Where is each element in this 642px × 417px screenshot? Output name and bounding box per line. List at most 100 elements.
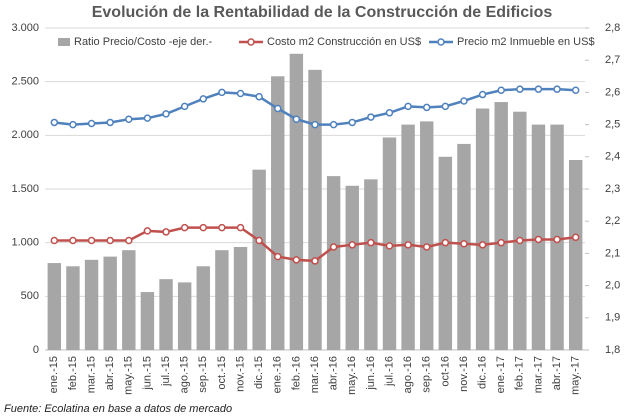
marker: [292, 256, 301, 264]
y-tick-label: 2.000: [11, 129, 39, 141]
bar: [215, 250, 229, 350]
bar: [66, 266, 80, 350]
marker: [69, 120, 77, 129]
bar: [289, 53, 304, 350]
marker: [348, 241, 356, 249]
x-tick-label: dic.-15: [253, 356, 265, 389]
x-tick-label: ene.-16: [272, 356, 284, 393]
y-tick-label: 3.000: [11, 22, 39, 34]
legend-label: Ratio Precio/Costo -eje der.-: [74, 36, 213, 48]
y-tick-label: 1.000: [11, 237, 39, 249]
x-tick-label: ene.-15: [48, 356, 60, 393]
x-tick-label: dic.-16: [476, 356, 488, 389]
bar: [84, 259, 99, 350]
marker: [516, 85, 524, 93]
x-tick-label: abr.-17: [551, 356, 563, 390]
marker: [348, 118, 356, 127]
x-tick-label: abr.-16: [328, 356, 340, 390]
marker: [441, 102, 450, 111]
marker: [218, 88, 226, 97]
marker: [180, 223, 189, 232]
bar: [364, 179, 378, 350]
marker: [385, 242, 394, 250]
bar: [252, 169, 266, 350]
marker: [162, 110, 170, 118]
x-tick-label: feb.-15: [67, 356, 79, 390]
x-tick-label: nov.-16: [458, 356, 470, 392]
bar: [308, 69, 322, 351]
x-tick-label: may.-16: [346, 356, 358, 395]
legend-swatch: [58, 38, 70, 46]
x-tick-label: oct.-15: [216, 356, 228, 390]
x-tick-label: jun.-15: [141, 356, 153, 391]
x-tick-label: mar.-15: [85, 356, 97, 393]
marker: [311, 120, 319, 129]
y2-tick-label: 1,9: [605, 312, 620, 324]
x-tick-label: may.-17: [570, 356, 582, 395]
bar: [420, 121, 434, 350]
x-tick-label: nov.-15: [234, 356, 246, 392]
chart-title: Evolución de la Rentabilidad de la Const…: [92, 4, 553, 21]
x-tick-label: mar.-16: [309, 356, 321, 393]
x-tick-label: feb.-17: [514, 356, 526, 390]
marker: [422, 103, 431, 112]
marker: [441, 238, 450, 247]
marker: [516, 236, 524, 245]
marker: [87, 119, 96, 128]
marker: [534, 85, 543, 93]
x-tick-label: mar.-17: [532, 356, 544, 393]
marker: [571, 86, 580, 95]
marker: [311, 257, 319, 265]
bar: [103, 256, 117, 350]
bar: [475, 108, 490, 350]
marker: [143, 227, 152, 235]
bar: [233, 246, 248, 350]
y2-tick-label: 2,0: [605, 280, 620, 292]
marker: [497, 238, 505, 247]
marker: [106, 236, 114, 245]
marker: [497, 86, 505, 95]
y2-tick-label: 2,3: [605, 183, 620, 195]
source: Fuente: Ecolatina en base a datos de mer…: [4, 403, 232, 415]
marker: [478, 90, 487, 99]
marker: [69, 236, 77, 245]
marker: [571, 233, 580, 242]
legend-label: Precio m2 Inmueble en US$: [457, 36, 595, 48]
marker: [460, 239, 468, 248]
y-tick-label: 2.500: [11, 76, 39, 88]
bar: [140, 292, 155, 350]
legend-marker: [247, 38, 255, 46]
x-tick-label: feb.-16: [290, 356, 302, 390]
bar: [568, 160, 583, 350]
marker: [367, 113, 375, 121]
y2-tick-label: 1,8: [605, 344, 620, 356]
x-tick-label: jul.-15: [160, 356, 172, 387]
x-tick-label: oct-16: [439, 356, 451, 387]
marker: [106, 118, 114, 127]
y2-tick-label: 2,2: [605, 215, 620, 227]
bar: [177, 282, 192, 350]
marker: [274, 252, 282, 261]
y2-tick-label: 2,7: [605, 54, 620, 66]
marker: [143, 114, 152, 122]
y2-tick-label: 2,5: [605, 119, 620, 131]
marker: [180, 102, 189, 111]
x-tick-label: may.-15: [123, 356, 135, 395]
marker: [553, 85, 561, 93]
bar: [326, 176, 341, 350]
marker: [199, 223, 208, 232]
bar: [196, 266, 210, 350]
marker: [460, 97, 468, 105]
marker: [50, 236, 59, 245]
y2-tick-label: 2,4: [605, 151, 620, 163]
bar: [271, 76, 285, 351]
bar: [159, 279, 173, 350]
marker: [125, 236, 133, 245]
marker: [236, 89, 245, 98]
marker: [274, 104, 282, 113]
marker: [218, 223, 226, 232]
y-tick-label: 0: [33, 344, 39, 356]
x-tick-label: ago.-15: [179, 356, 191, 393]
marker: [329, 120, 338, 129]
marker: [385, 109, 394, 117]
